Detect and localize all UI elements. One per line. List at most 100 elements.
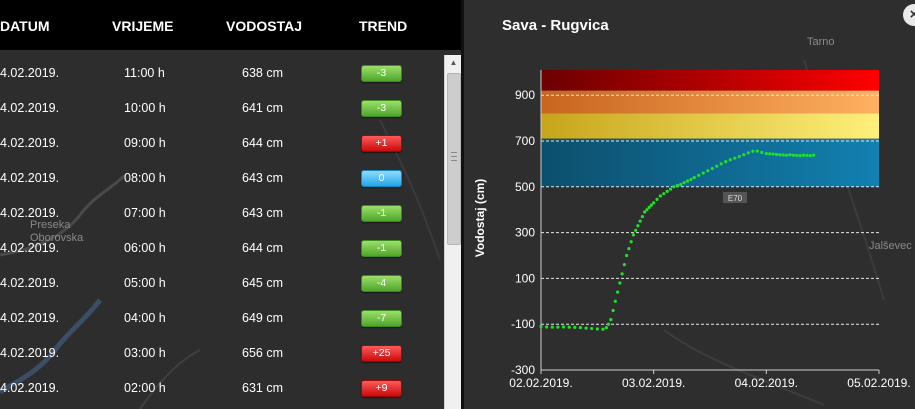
data-point [556, 325, 560, 329]
table-row[interactable]: 4.02.2019. 05:00 h 645 cm -4 [0, 265, 444, 300]
cell-datum: 4.02.2019. [0, 346, 60, 360]
data-point [689, 177, 693, 182]
data-point [545, 325, 549, 329]
band-red [541, 70, 879, 91]
cell-datum: 4.02.2019. [0, 66, 60, 80]
cell-datum: 4.02.2019. [0, 206, 60, 220]
data-point [618, 281, 622, 285]
data-point [649, 203, 654, 207]
x-axis-ticks: 02.02.2019. 03.02.2019. 04.02.2019. 05.02.2… [509, 370, 911, 390]
data-point [643, 210, 647, 214]
band-orange [541, 90, 879, 114]
data-point [715, 164, 719, 168]
data-point [590, 326, 594, 331]
table-row[interactable]: 4.02.2019. 06:00 h 644 cm -1 [0, 230, 444, 265]
data-point [801, 153, 806, 157]
data-point [751, 149, 755, 153]
cell-datum: 4.02.2019. [0, 311, 60, 325]
data-point [791, 153, 795, 157]
x-tick-label: 04.02.2019. [735, 376, 798, 390]
water-level-chart: Tarno Jalševec E70 -300 -100 100 300 500 700 9… [473, 36, 912, 406]
band-blue [541, 138, 879, 187]
cell-vodostaj: 643 cm [242, 206, 283, 220]
table-row[interactable]: 4.02.2019. 10:00 h 641 cm -3 [0, 90, 444, 125]
data-point [675, 184, 679, 188]
trend-badge: -3 [361, 65, 402, 82]
data-point [638, 219, 642, 223]
data-point [539, 324, 543, 329]
header-datum[interactable]: DATUM [0, 18, 50, 34]
cell-datum: 4.02.2019. [0, 101, 60, 115]
data-point [620, 272, 624, 276]
data-point [728, 158, 732, 162]
data-point [634, 228, 638, 232]
data-point [607, 322, 611, 326]
table-row[interactable]: 4.02.2019. 08:00 h 643 cm 0 [0, 160, 444, 195]
cell-datum: 4.02.2019. [0, 276, 60, 290]
data-point [682, 181, 686, 185]
y-tick-label: -100 [511, 317, 535, 331]
data-point [550, 325, 554, 329]
table-row[interactable]: 4.02.2019. 07:00 h 643 cm -1 [0, 195, 444, 230]
data-point [781, 153, 785, 157]
map-label-oborovska: Oborovska [30, 232, 84, 244]
table-scrollbar[interactable]: ▲ [444, 55, 462, 409]
data-point [805, 153, 809, 158]
close-icon[interactable]: × [903, 4, 915, 26]
cell-vrijeme: 07:00 h [124, 206, 166, 220]
cell-vrijeme: 03:00 h [124, 346, 166, 360]
cell-datum: 4.02.2019. [0, 136, 60, 150]
header-vodostaj[interactable]: VODOSTAJ [226, 18, 302, 34]
data-point [636, 224, 640, 228]
map-label-preseka: Preseka [30, 219, 71, 231]
chart-title: Sava - Rugvica [502, 17, 609, 34]
table-row[interactable]: 4.02.2019. 04:00 h 649 cm -7 [0, 300, 444, 335]
trend-badge: +1 [361, 135, 402, 152]
data-point [631, 233, 635, 237]
y-tick-label: 100 [515, 271, 535, 285]
data-point [652, 201, 656, 205]
data-point [561, 325, 566, 329]
cell-datum: 4.02.2019. [0, 241, 60, 255]
header-vrijeme[interactable]: VRIJEME [112, 18, 174, 34]
table-row[interactable]: 4.02.2019. 03:00 h 656 cm +25 [0, 335, 444, 370]
data-point [658, 194, 663, 198]
data-point [808, 154, 812, 158]
data-point [645, 208, 649, 212]
table-row[interactable]: 4.02.2019. 09:00 h 644 cm +1 [0, 125, 444, 160]
scroll-up-arrow-icon[interactable]: ▲ [449, 58, 458, 67]
y-tick-label: -300 [511, 363, 535, 377]
cell-vodostaj: 631 cm [242, 381, 283, 395]
data-point [625, 253, 629, 258]
table-header: DATUM VRIJEME VODOSTAJ TREND [0, 0, 462, 50]
data-point [788, 153, 792, 157]
data-point [655, 197, 659, 201]
data-point [737, 154, 741, 159]
data-point [785, 153, 789, 157]
trend-badge: -1 [361, 240, 402, 257]
data-point [706, 169, 710, 173]
data-point [701, 171, 705, 175]
data-point [760, 150, 764, 155]
data-point [733, 156, 737, 160]
header-trend[interactable]: TREND [359, 18, 408, 34]
data-point [798, 154, 802, 158]
table-row[interactable]: 4.02.2019. 02:00 h 631 cm +9 [0, 370, 444, 405]
data-point [616, 290, 620, 294]
data-point [755, 149, 759, 153]
data-point [622, 263, 626, 267]
data-point [746, 151, 750, 155]
water-level-table-panel: Preseka Oborovska DATUM VRIJEME VODOSTAJ… [0, 0, 462, 409]
data-point [668, 187, 673, 191]
map-label-tarno: Tarno [807, 36, 835, 48]
trend-badge: -3 [361, 100, 402, 117]
data-point [613, 299, 617, 303]
cell-vrijeme: 02:00 h [124, 381, 166, 395]
table-row[interactable]: 4.02.2019. 11:00 h 638 cm -3 [0, 55, 444, 90]
data-point [672, 185, 676, 189]
data-point [662, 192, 666, 196]
data-point [812, 153, 816, 157]
data-point [679, 182, 683, 187]
cell-vrijeme: 09:00 h [124, 136, 166, 150]
scroll-thumb[interactable] [447, 73, 461, 245]
